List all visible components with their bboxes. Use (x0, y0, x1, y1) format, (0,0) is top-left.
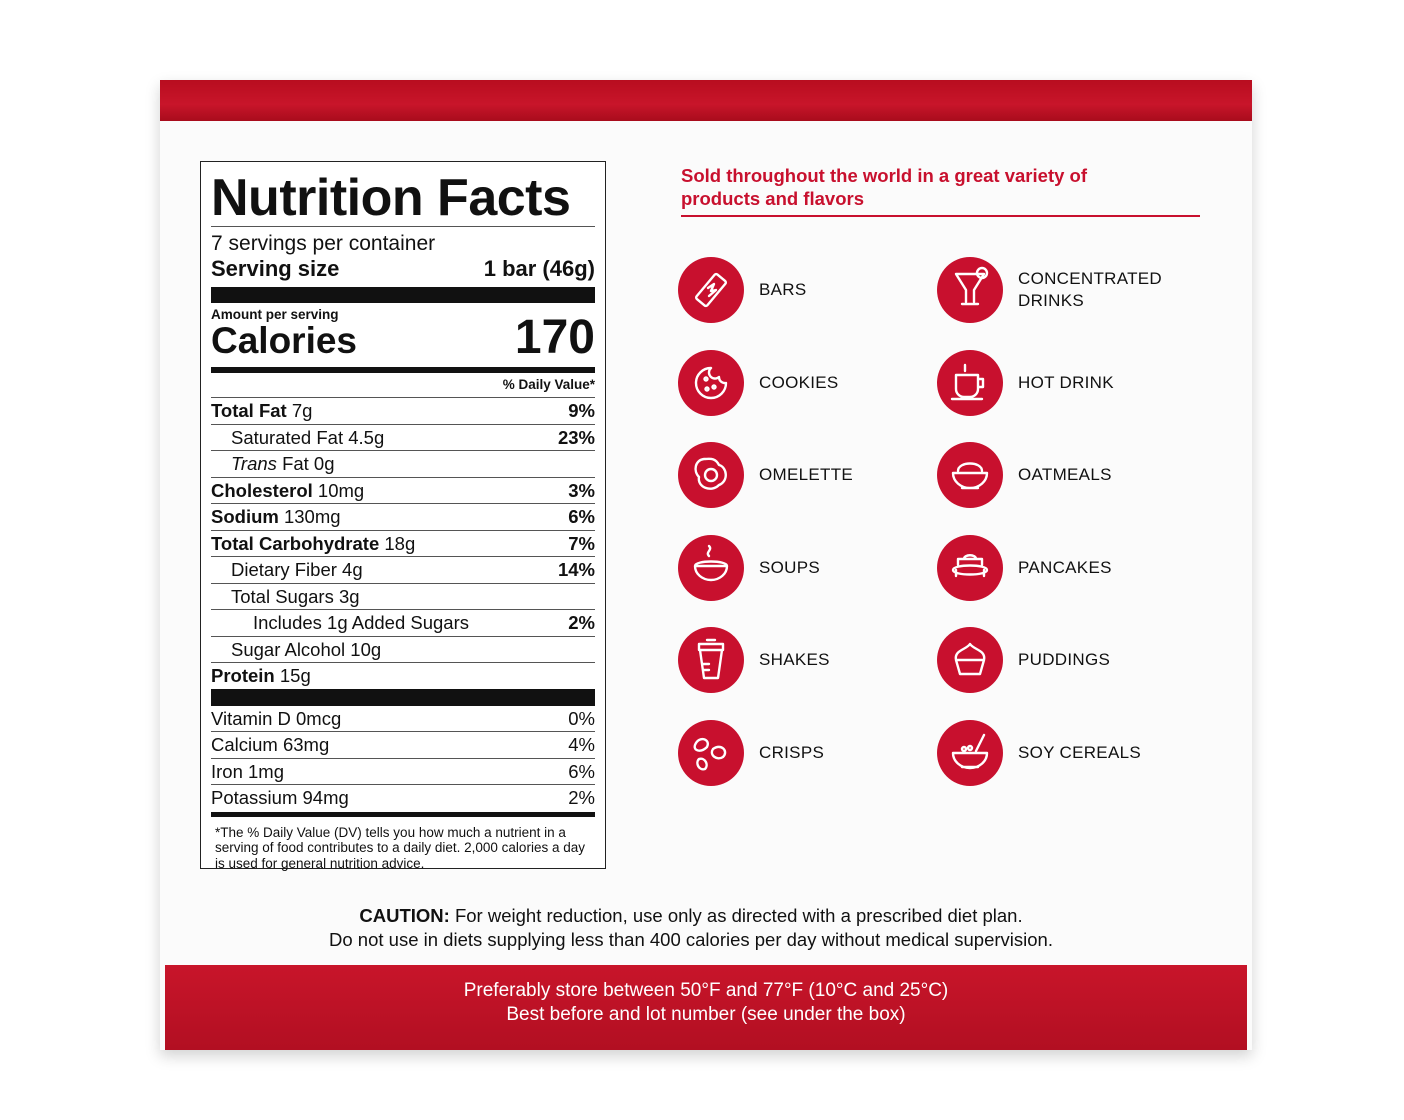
rule (211, 688, 595, 706)
product-label: SOUPS (759, 557, 821, 577)
nutrient-dv: 6% (568, 506, 595, 527)
nutrient-amount: 130mg (283, 506, 341, 527)
nutrient-dv: 14% (557, 559, 595, 580)
product-icon (937, 627, 1003, 694)
servings: 7 servings per container (211, 232, 436, 255)
footnote: *The % Daily Value (DV) tells you how mu… (215, 824, 585, 871)
nutrient-name: Cholesterol (211, 479, 313, 501)
storage-line: Best before and lot number (see under th… (506, 1004, 906, 1025)
product-icon (937, 442, 1003, 509)
product-label: SOY CEREALS (1018, 743, 1141, 762)
vitamin-dv: 0% (568, 707, 595, 729)
nutrient-name: Protein (211, 665, 275, 686)
caution-label: CAUTION: (359, 905, 450, 926)
nutrient-dv: 2% (568, 612, 595, 633)
bottom-band: Preferably store between 50°F and 77°F (… (165, 965, 1247, 1050)
vitamin-dv: 6% (568, 760, 595, 782)
nutrient-name: Includes 1g Added Sugars (253, 612, 469, 633)
serving-size: 1 bar (46g) (483, 256, 595, 281)
product-label: BARS (759, 280, 807, 299)
product-icon (678, 349, 744, 416)
product-label: CONCENTRATED DRINKS (1018, 269, 1163, 310)
product-label: OATMEALS (1018, 465, 1112, 485)
product-icon (678, 257, 744, 323)
vitamin-dv: 4% (568, 734, 595, 755)
nutrition-facts: Nutrition Facts 7 servings per container… (200, 161, 606, 871)
product-icon (678, 627, 744, 694)
nutrient-dv: 9% (568, 400, 595, 421)
product-icon (678, 534, 744, 601)
nutrient-amount: Fat 0g (282, 453, 335, 474)
rule (211, 811, 595, 817)
nf-title: Nutrition Facts (211, 170, 595, 227)
nutrient-name: Saturated Fat 4.5g (231, 426, 385, 448)
product-item: PANCAKES (936, 534, 1178, 602)
product-item: BARS (677, 256, 919, 324)
product-icon (937, 534, 1003, 601)
product-item: OMELETTE (677, 441, 919, 509)
nutrient-dv: 7% (568, 532, 595, 554)
product-item: CONCENTRATED DRINKS (936, 256, 1178, 324)
caution: CAUTION: For weight reduction, use only … (160, 904, 1222, 952)
product-icon (937, 720, 1003, 786)
product-icon (937, 257, 1003, 323)
nutrient-dv: 3% (568, 479, 595, 501)
nutrient-name: Total Sugars 3g (231, 585, 360, 607)
nutrient-name: Sugar Alcohol 10g (231, 638, 382, 660)
storage-line: Preferably store between 50°F and 77°F (… (463, 980, 949, 1001)
product-icon (678, 442, 744, 509)
vitamin: Calcium 63mg (211, 734, 330, 755)
serving-size-label: Serving size (211, 256, 340, 281)
vitamin: Potassium 94mg (211, 787, 349, 808)
product-item: COOKIES (677, 349, 919, 417)
product-icon (937, 349, 1003, 416)
rule (211, 367, 595, 373)
rule (211, 287, 595, 303)
heading-rule (681, 215, 1200, 217)
vitamin: Iron 1mg (211, 760, 285, 782)
product-item: PUDDINGS (936, 626, 1178, 694)
product-label: PUDDINGS (1018, 650, 1111, 670)
storage: Preferably store between 50°F and 77°F (… (165, 979, 1247, 1027)
product-icon (678, 720, 744, 786)
amount-per-serving: Amount per serving (211, 307, 339, 322)
product-label: SHAKES (759, 650, 830, 670)
nutrient-name: Total Fat (211, 400, 287, 421)
nutrient-amount: 18g (384, 532, 416, 554)
vitamin-dv: 2% (568, 787, 595, 808)
product-label: HOT DRINK (1018, 372, 1114, 392)
vitamin: Vitamin D 0mcg (211, 707, 342, 729)
nutrient-name: Trans (231, 453, 277, 474)
nutrient-amount: 15g (279, 665, 311, 686)
product-item: SHAKES (677, 626, 919, 694)
product-item: SOUPS (677, 534, 919, 602)
caution-text: For weight reduction, use only as direct… (454, 905, 1023, 926)
nutrient-name: Dietary Fiber 4g (231, 559, 363, 580)
nutrient-name: Total Carbohydrate (211, 532, 380, 554)
top-band (160, 80, 1252, 121)
calories: 170 (514, 311, 595, 364)
product-label: PANCAKES (1018, 557, 1112, 577)
nutrient-dv: 23% (557, 426, 595, 448)
caution-text: Do not use in diets supplying less than … (329, 929, 1053, 950)
product-item: CRISPS (677, 719, 919, 787)
product-item: SOY CEREALS (936, 719, 1178, 787)
nutrient-amount: 10mg (317, 479, 365, 501)
product-label: CRISPS (759, 743, 825, 762)
dv-header: % Daily Value* (502, 377, 595, 392)
product-item: OATMEALS (936, 441, 1178, 509)
nutrient-name: Sodium (211, 506, 279, 527)
product-label: OMELETTE (759, 465, 854, 485)
products-heading: Sold throughout the world in a great var… (681, 165, 1087, 209)
nutrient-amount: 7g (291, 400, 313, 421)
calories-label: Calories (211, 320, 358, 361)
product-item: HOT DRINK (936, 349, 1178, 417)
product-label: COOKIES (759, 372, 839, 392)
